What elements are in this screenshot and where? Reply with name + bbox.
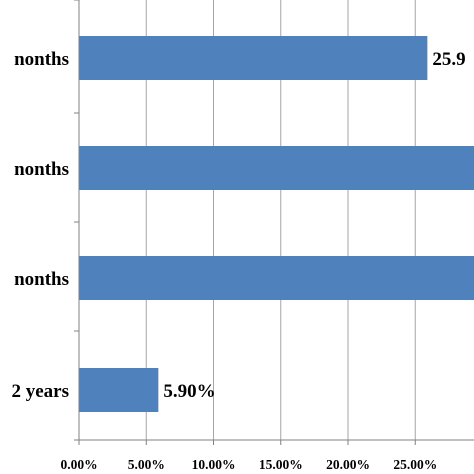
x-tick-label: 25.00% — [393, 457, 437, 472]
bar — [79, 256, 474, 300]
x-tick-label: 0.00% — [60, 457, 97, 472]
bars — [79, 36, 474, 412]
axes — [74, 0, 474, 445]
bar — [79, 36, 428, 80]
x-tick-label: 15.00% — [259, 457, 303, 472]
category-label: nonths — [14, 159, 69, 180]
x-tick-label: 20.00% — [326, 457, 370, 472]
bar — [79, 368, 159, 412]
x-tick-label: 5.00% — [128, 457, 165, 472]
bar — [79, 146, 474, 190]
category-label: nonths — [14, 269, 69, 290]
data-label: 25.9 — [432, 49, 465, 70]
category-label: 2 years — [11, 381, 69, 402]
x-tick-label: 10.00% — [192, 457, 236, 472]
category-label: nonths — [14, 49, 69, 70]
labels: 0.00%5.00%10.00%15.00%20.00%25.00%30nont… — [11, 49, 465, 472]
data-label: 5.90% — [163, 381, 215, 402]
